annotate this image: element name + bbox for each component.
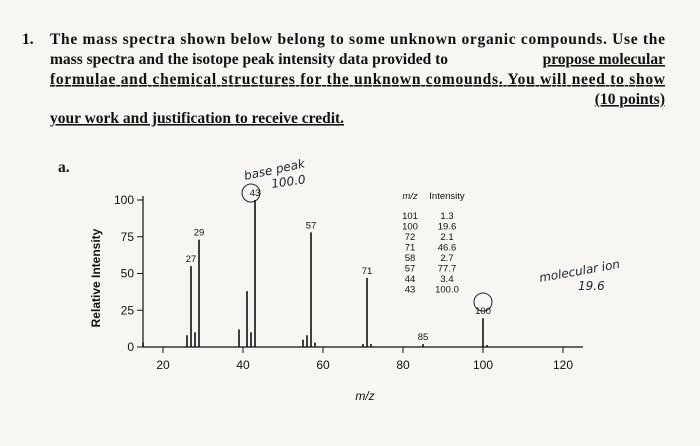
table-cell: 72 xyxy=(405,232,416,243)
question-line-underlined: propose molecular xyxy=(543,51,666,68)
hand-circle xyxy=(241,183,261,203)
peak-label: 85 xyxy=(418,332,429,343)
table-cell: 19.6 xyxy=(438,222,457,233)
y-tick-label: 100 xyxy=(114,193,134,207)
table-cell: 100 xyxy=(402,222,418,233)
table-header: Intensity xyxy=(429,191,465,202)
hand-circle xyxy=(473,292,493,312)
question-line: mass spectra and the isotope peak intens… xyxy=(50,51,448,68)
question-line: The mass spectra shown below belong to s… xyxy=(50,31,665,48)
table-cell: 3.4 xyxy=(440,274,453,285)
table-cell: 100.0 xyxy=(435,285,459,296)
y-tick-label: 0 xyxy=(127,340,134,354)
x-axis-label: m/z xyxy=(355,389,374,403)
table-header: m/z xyxy=(402,191,418,202)
question-line-underlined: formulae and chemical structures for the… xyxy=(50,71,666,88)
peak-label: 27 xyxy=(186,254,197,265)
table-cell: 57 xyxy=(405,264,416,275)
table-cell: 46.6 xyxy=(438,243,457,254)
x-tick-label: 80 xyxy=(396,358,410,372)
question-number: 1. xyxy=(22,31,34,48)
y-tick-label: 75 xyxy=(121,230,135,244)
peak-label: 57 xyxy=(306,220,317,231)
table-cell: 1.3 xyxy=(440,211,453,222)
points: (10 points) xyxy=(595,91,665,108)
peak-label: 71 xyxy=(362,266,373,277)
x-tick-label: 120 xyxy=(553,358,573,372)
annotation: 100.0 xyxy=(270,172,306,191)
x-tick-label: 60 xyxy=(316,358,330,372)
peak-label: 43 xyxy=(250,188,261,199)
table-cell: 101 xyxy=(402,211,418,222)
table-cell: 2.1 xyxy=(440,232,453,243)
x-tick-label: 20 xyxy=(156,358,170,372)
y-axis-label: Relative Intensity xyxy=(89,228,103,327)
x-tick-label: 100 xyxy=(473,358,493,372)
table-cell: 58 xyxy=(405,253,416,264)
table-cell: 71 xyxy=(405,243,416,254)
y-tick-label: 50 xyxy=(121,267,135,281)
annotation: 19.6 xyxy=(578,279,605,293)
table-cell: 43 xyxy=(405,285,416,296)
table-cell: 77.7 xyxy=(438,264,457,275)
part-label: a. xyxy=(58,159,70,176)
peak-label: 29 xyxy=(194,228,205,239)
table-cell: 2.7 xyxy=(440,253,453,264)
peak-label: 100 xyxy=(475,306,491,317)
y-tick-label: 25 xyxy=(121,303,135,317)
x-tick-label: 40 xyxy=(236,358,250,372)
question-line-underlined: your work and justification to receive c… xyxy=(50,110,344,127)
table-cell: 44 xyxy=(405,274,416,285)
